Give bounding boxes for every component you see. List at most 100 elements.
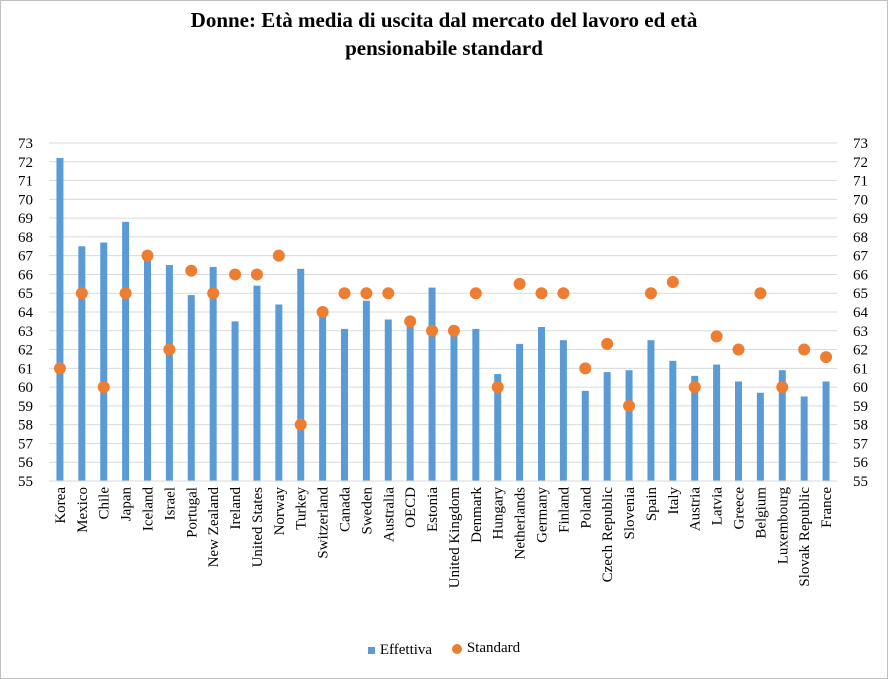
x-tick-label: United States — [250, 487, 266, 568]
chart-title-line1: Donne: Età media di uscita dal mercato d… — [190, 8, 698, 32]
bar-effettiva — [472, 328, 480, 481]
marker-standard — [316, 306, 329, 318]
y-tick-label-left: 57 — [18, 436, 34, 452]
marker-standard — [579, 362, 592, 375]
x-tick-label: Greece — [732, 487, 748, 530]
marker-standard — [754, 287, 767, 300]
marker-standard — [119, 287, 132, 300]
marker-standard — [776, 381, 789, 394]
y-tick-label-left: 73 — [18, 136, 33, 152]
y-tick-label-left: 66 — [18, 267, 34, 283]
marker-standard — [623, 399, 636, 412]
y-tick-label-left: 69 — [18, 211, 33, 227]
bar-effettiva — [362, 300, 370, 481]
x-tick-label: Slovak Republic — [797, 487, 813, 587]
x-tick-label: Denmark — [469, 487, 485, 543]
x-tick-label: OECD — [403, 487, 419, 528]
bar-effettiva — [406, 323, 414, 481]
y-tick-label-left: 65 — [18, 286, 33, 302]
bar-effettiva — [778, 370, 786, 481]
y-tick-label-right: 61 — [853, 361, 868, 377]
y-tick-label-left: 55 — [18, 474, 33, 490]
y-tick-label-left: 60 — [18, 380, 33, 396]
bar-effettiva — [800, 396, 808, 481]
x-tick-label: France — [819, 487, 835, 528]
marker-standard — [426, 324, 439, 337]
x-tick-label: Japan — [119, 487, 135, 522]
legend-swatch-effettiva — [367, 646, 375, 654]
x-tick-label: New Zealand — [206, 487, 222, 568]
x-tick-label: Austria — [688, 487, 704, 532]
bar-effettiva — [319, 312, 327, 481]
x-tick-label: Czech Republic — [600, 487, 616, 583]
bar-effettiva — [56, 158, 64, 481]
bar-effettiva — [647, 340, 655, 481]
y-tick-label-left: 72 — [18, 155, 33, 171]
y-tick-label-left: 67 — [18, 249, 34, 265]
x-tick-label: Chile — [97, 487, 113, 520]
bar-effettiva — [559, 340, 567, 481]
x-tick-label: Australia — [381, 487, 397, 542]
y-tick-label-right: 72 — [853, 155, 868, 171]
y-tick-label-left: 61 — [18, 361, 33, 377]
marker-standard — [75, 287, 88, 300]
legend-label-effettiva: Effettiva — [379, 641, 433, 658]
y-tick-label-right: 70 — [853, 192, 868, 208]
bar-effettiva — [275, 304, 283, 481]
y-tick-label-right: 68 — [853, 230, 868, 246]
bar-effettiva — [297, 268, 305, 481]
y-tick-label-right: 56 — [853, 455, 869, 471]
y-tick-label-right: 57 — [853, 436, 869, 452]
legend-swatch-standard — [451, 643, 462, 654]
y-tick-label-right: 73 — [853, 136, 868, 152]
y-tick-label-left: 58 — [18, 418, 33, 434]
x-tick-label: Switzerland — [316, 487, 332, 559]
x-tick-label: Latvia — [710, 487, 726, 526]
x-tick-label: Slovenia — [622, 487, 638, 540]
y-tick-label-right: 60 — [853, 380, 868, 396]
marker-standard — [404, 315, 417, 328]
marker-standard — [601, 337, 614, 350]
y-tick-label-right: 66 — [853, 267, 869, 283]
bar-effettiva — [625, 370, 633, 481]
x-tick-label: Mexico — [75, 487, 91, 533]
y-tick-label-left: 71 — [18, 174, 33, 190]
chart-title: Donne: Età media di uscita dal mercato d… — [0, 6, 888, 62]
y-tick-label-left: 62 — [18, 343, 33, 359]
x-tick-label: Italy — [666, 487, 682, 515]
y-tick-label-right: 58 — [853, 418, 868, 434]
y-tick-label-right: 63 — [853, 324, 868, 340]
marker-standard — [513, 277, 526, 290]
y-tick-label-right: 67 — [853, 249, 869, 265]
bar-effettiva — [822, 381, 830, 481]
y-tick-label-left: 56 — [18, 455, 34, 471]
marker-standard — [666, 275, 679, 288]
bar-effettiva — [231, 321, 239, 481]
marker-standard — [469, 287, 482, 300]
marker-standard — [732, 343, 745, 356]
x-tick-label: Germany — [535, 487, 551, 543]
x-tick-label: United Kingdom — [447, 487, 463, 589]
legend-label-standard: Standard — [466, 640, 521, 656]
x-tick-label: Poland — [578, 487, 594, 529]
y-tick-label-right: 55 — [853, 474, 868, 490]
bar-effettiva — [494, 373, 502, 481]
x-tick-label: Portugal — [184, 487, 200, 538]
bar-effettiva — [581, 390, 589, 481]
x-tick-label: Finland — [556, 487, 572, 533]
y-tick-label-left: 68 — [18, 230, 33, 246]
bar-effettiva — [253, 285, 261, 481]
y-tick-label-right: 62 — [853, 343, 868, 359]
marker-standard — [688, 381, 701, 394]
marker-standard — [382, 287, 395, 300]
marker-standard — [272, 249, 285, 262]
legend-item-standard: Standard — [451, 640, 521, 657]
bar-effettiva — [428, 287, 436, 481]
marker-standard — [644, 287, 657, 300]
x-tick-label: Iceland — [141, 487, 157, 532]
marker-standard — [820, 351, 833, 364]
y-tick-label-right: 65 — [853, 286, 868, 302]
marker-standard — [250, 268, 263, 281]
legend-item-effettiva: Effettiva — [367, 641, 433, 659]
